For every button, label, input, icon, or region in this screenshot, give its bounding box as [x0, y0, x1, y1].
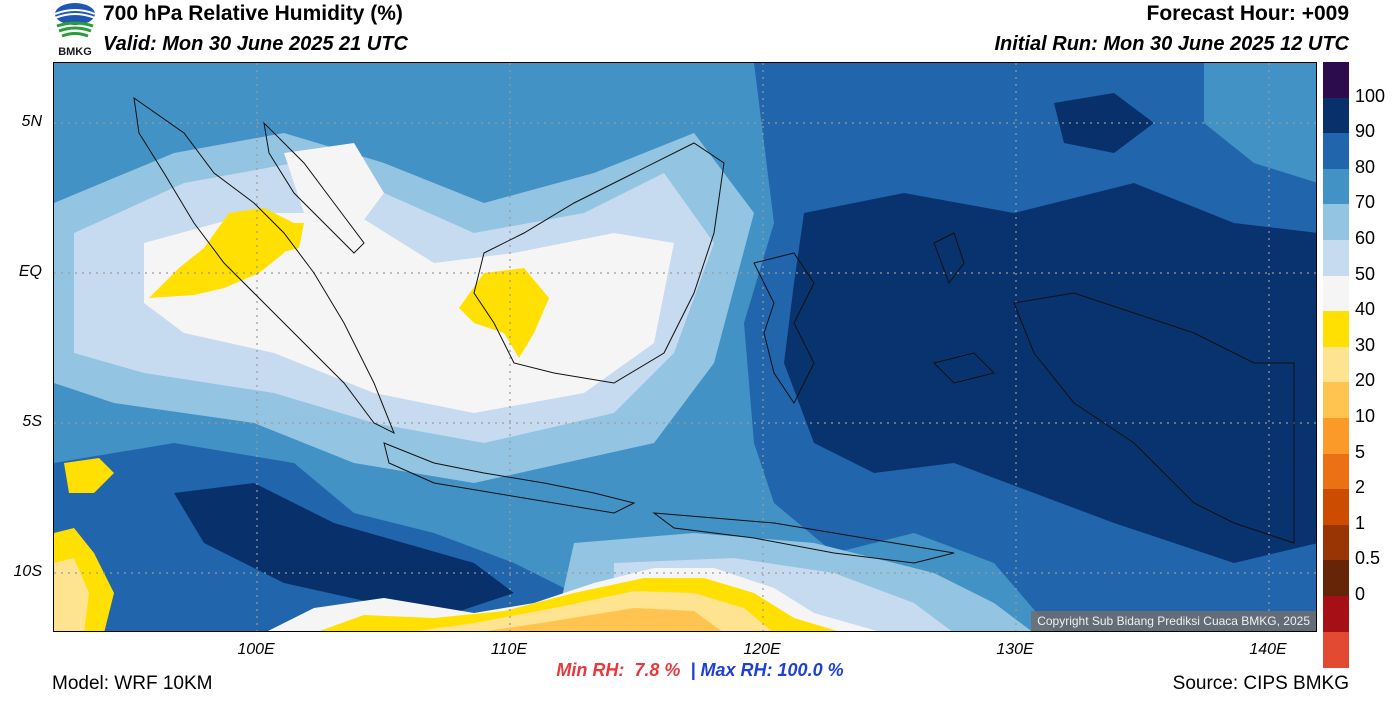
colorbar-label: 1 — [1355, 512, 1366, 533]
colorbar-label: 70 — [1355, 192, 1376, 213]
colorbar-swatch — [1323, 275, 1349, 312]
lat-label-eq: EQ — [18, 263, 42, 280]
colorbar-label: 50 — [1355, 263, 1376, 284]
colorbar-label: 2 — [1355, 477, 1366, 498]
humidity-field — [54, 63, 1316, 631]
lon-label-100e: 100E — [237, 641, 275, 658]
model-name: Model: WRF 10KM — [52, 673, 213, 694]
colorbar-swatch — [1323, 97, 1349, 134]
colorbar-swatch — [1323, 560, 1349, 597]
colorbar-swatch — [1323, 204, 1349, 241]
colorbar-label: 100 — [1355, 85, 1386, 106]
colorbar-swatch — [1323, 62, 1349, 98]
colorbar-label: 5 — [1355, 441, 1366, 462]
humidity-map[interactable]: Copyright Sub Bidang Prediksi Cuaca BMKG… — [53, 62, 1317, 632]
colorbar-swatch — [1323, 346, 1349, 383]
lat-label-10s: 10S — [13, 563, 42, 580]
bmkg-logo: BMKG — [52, 0, 98, 60]
chart-title: 700 hPa Relative Humidity (%) — [103, 2, 403, 25]
copyright-notice: Copyright Sub Bidang Prediksi Cuaca BMKG… — [1031, 611, 1316, 631]
coastlines — [133, 96, 1295, 564]
colorbar-swatch — [1323, 631, 1349, 668]
colorbar-swatch — [1323, 489, 1349, 526]
lat-label-5n: 5N — [21, 113, 42, 130]
colorbar-label: 40 — [1355, 299, 1376, 320]
data-source: Source: CIPS BMKG — [1172, 673, 1349, 694]
colorbar-label: 30 — [1355, 334, 1376, 355]
colorbar-swatch — [1323, 168, 1349, 205]
forecast-hour: Forecast Hour: +009 — [1146, 2, 1350, 25]
colorbar-swatch — [1323, 240, 1349, 276]
lon-label-110e: 110E — [490, 641, 528, 658]
logo-text: BMKG — [58, 46, 92, 58]
rh-stats: Min RH: 7.8 % | Max RH: 100.0 % — [0, 660, 1400, 681]
colorbar-label: 0.5 — [1355, 548, 1381, 569]
colorbar-swatch — [1323, 133, 1349, 170]
colorbar-label: 90 — [1355, 121, 1376, 142]
colorbar-label: 80 — [1355, 156, 1376, 177]
lon-label-120e: 120E — [743, 641, 781, 658]
bmkg-emblem-icon — [54, 3, 96, 38]
max-rh-value: 100.0 % — [777, 660, 844, 680]
colorbar-label: 0 — [1355, 584, 1366, 604]
valid-time: Valid: Mon 30 June 2025 21 UTC — [103, 33, 408, 55]
colorbar-swatch — [1323, 418, 1349, 454]
lat-label-5s: 5S — [22, 413, 42, 430]
stats-separator: | — [690, 660, 696, 680]
initial-run: Initial Run: Mon 30 June 2025 12 UTC — [994, 33, 1349, 55]
colorbar-label: 20 — [1355, 370, 1376, 391]
colorbar-swatch — [1323, 596, 1349, 632]
colorbar-swatch — [1323, 311, 1349, 348]
colorbar-label: 10 — [1355, 406, 1376, 426]
colorbar-label: 60 — [1355, 228, 1376, 248]
max-rh-label: Max RH: — [700, 660, 773, 680]
colorbar-swatch — [1323, 382, 1349, 419]
colorbar-swatch — [1323, 453, 1349, 490]
lon-label-130e: 130E — [996, 641, 1034, 658]
min-rh-label: Min RH: — [556, 660, 625, 680]
min-rh-value: 7.8 % — [634, 660, 681, 680]
lon-label-140e: 140E — [1249, 641, 1287, 658]
colorbar-swatch — [1323, 524, 1349, 561]
